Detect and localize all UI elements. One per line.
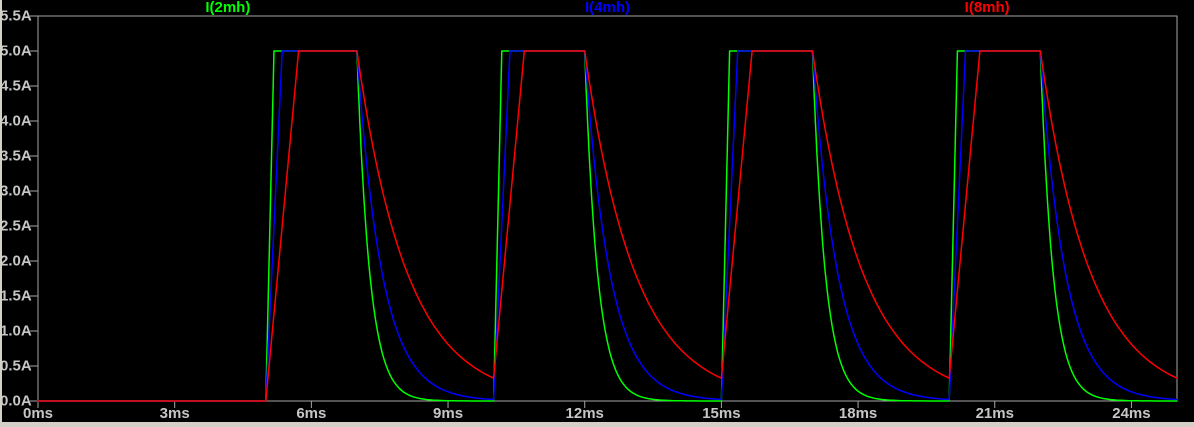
y-axis-tick-label: 1.0A [0, 322, 32, 340]
window-edge-bottom [0, 422, 1194, 427]
plot-border [37, 15, 1178, 402]
legend-label-i4mh[interactable]: I(4mh) [585, 0, 630, 16]
window-edge-left [0, 0, 2, 427]
y-axis-tick-label: 4.0A [0, 112, 32, 130]
legend-label-i2mh[interactable]: I(2mh) [205, 0, 251, 16]
y-axis-tick-label: 4.5A [0, 77, 32, 95]
y-axis-tick-label: 5.5A [0, 7, 32, 25]
trace-i8mh[interactable] [37, 50, 1178, 402]
y-axis-tick-label: 1.5A [0, 287, 32, 305]
trace-i2mh[interactable] [37, 50, 1178, 402]
x-axis-tick-label: 0ms [22, 405, 54, 422]
x-axis-tick-label: 6ms [296, 405, 327, 422]
legend-label-i8mh[interactable]: I(8mh) [964, 0, 1010, 16]
x-axis-tick-label: 21ms [975, 405, 1014, 422]
y-axis-tick-label: 2.5A [0, 217, 32, 235]
y-axis-tick-label: 0.0A [0, 392, 32, 410]
y-axis-tick-label: 5.0A [0, 42, 32, 60]
y-axis-tick-label: 3.0A [0, 182, 32, 200]
x-axis-tick-label: 3ms [159, 405, 190, 422]
x-axis-tick-label: 12ms [565, 405, 604, 422]
x-axis-tick-label: 15ms [702, 405, 741, 422]
x-axis-tick-label: 9ms [433, 405, 464, 422]
y-axis-tick-label: 0.5A [0, 357, 32, 375]
x-axis-tick-label: 18ms [838, 405, 878, 422]
y-axis-tick-label: 2.0A [0, 252, 32, 270]
y-axis-tick-label: 3.5A [0, 147, 32, 165]
x-axis-tick-label: 24ms [1112, 405, 1151, 422]
trace-i4mh[interactable] [37, 50, 1178, 402]
